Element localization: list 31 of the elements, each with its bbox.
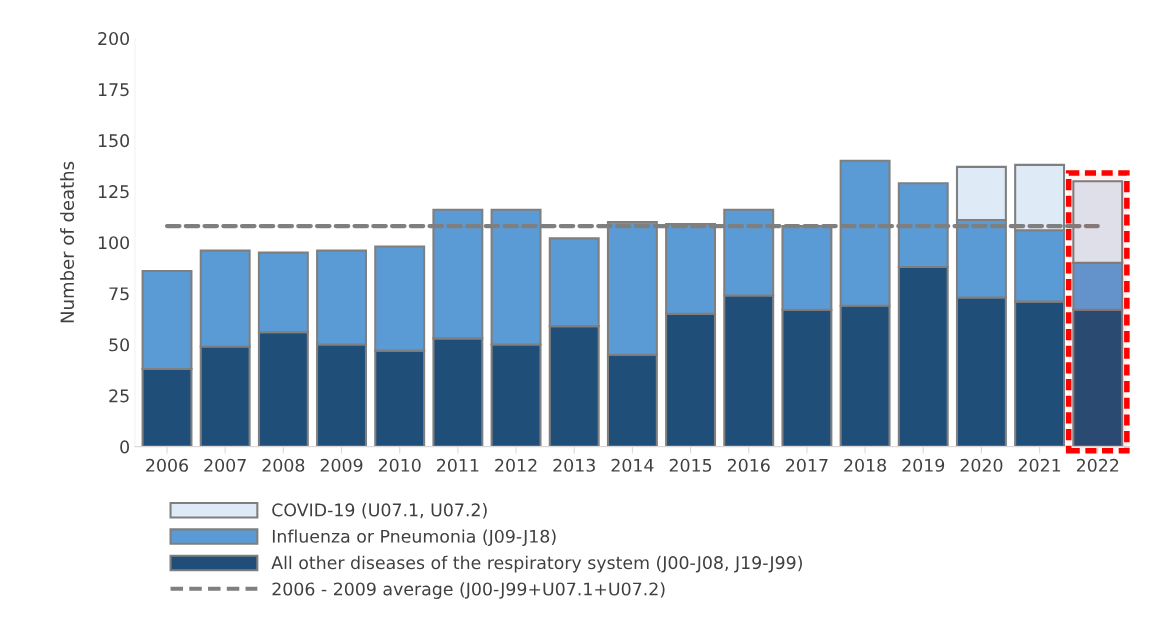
legend-label: All other diseases of the respiratory system (J00-J08, J19-J99) — [271, 555, 802, 573]
y-tick-label: 125 — [98, 185, 129, 199]
x-tick-label: 2012 — [495, 458, 537, 472]
x-tick-label: 2010 — [378, 458, 421, 472]
x-tick-label: 2007 — [204, 458, 246, 472]
x-tick-label: 2014 — [611, 458, 654, 472]
y-tick-label: 150 — [98, 134, 129, 148]
x-tick-label: 2019 — [902, 458, 945, 472]
x-tick-label: 2015 — [669, 458, 712, 472]
y-tick-label: 0 — [120, 440, 129, 454]
x-tick-label: 2009 — [320, 458, 363, 472]
y-tick-label: 25 — [109, 389, 129, 403]
x-tick-label: 2011 — [437, 458, 479, 472]
x-tick-label: 2021 — [1018, 458, 1061, 472]
x-tick-label: 2006 — [146, 458, 189, 472]
x-tick-label: 2022 — [1076, 458, 1119, 472]
x-tick-label: 2018 — [844, 458, 886, 472]
y-axis-title: Number of deaths — [60, 161, 75, 323]
x-tick-label: 2020 — [960, 458, 1003, 472]
legend-label: COVID-19 (U07.1, U07.2) — [272, 503, 487, 519]
legend-label: 2006 - 2009 average (J00-J99+U07.1+U07.2) — [272, 582, 665, 599]
y-tick-label: 200 — [98, 31, 129, 46]
y-tick-label: 175 — [98, 83, 129, 97]
x-tick-label: 2016 — [727, 458, 770, 472]
y-tick-label: 50 — [109, 338, 129, 352]
y-tick-label: 75 — [109, 287, 129, 301]
x-tick-label: 2013 — [553, 458, 595, 472]
y-tick-label: 100 — [98, 236, 129, 250]
x-tick-label: 2017 — [786, 458, 828, 472]
x-tick-label: 2008 — [262, 458, 305, 472]
legend-label: Influenza or Pneumonia (J09-J18) — [272, 529, 556, 547]
